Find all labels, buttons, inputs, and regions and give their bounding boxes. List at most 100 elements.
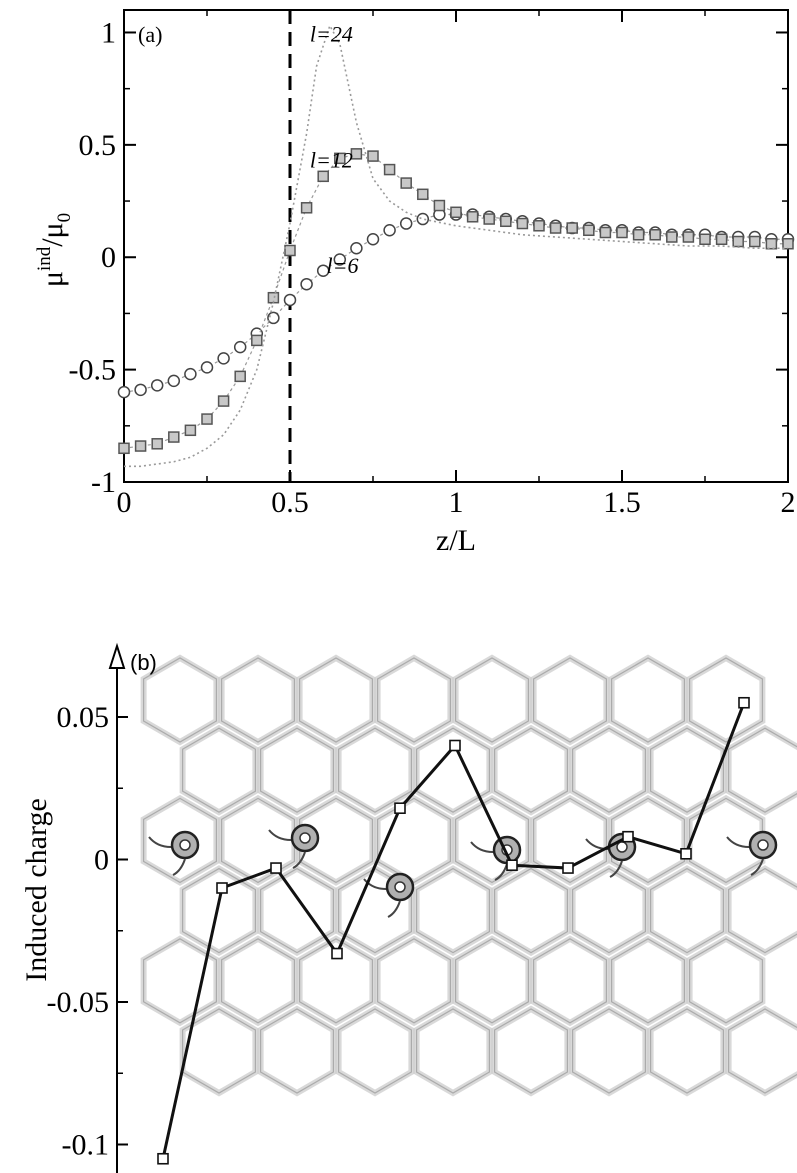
y-axis-b-arrow <box>108 642 126 669</box>
lattice-hexagon-edge <box>338 727 412 813</box>
point-a-0-7 <box>233 340 247 354</box>
lattice-hexagon <box>569 724 649 816</box>
point-a-1-36 <box>715 233 728 246</box>
y-tick-label-b-2: -0.05 <box>47 986 110 1019</box>
lattice-hexagon-edge <box>377 657 451 743</box>
lattice-hexagon-edge <box>610 938 686 1024</box>
point-a-1-29 <box>599 226 612 239</box>
point-b-0-4 <box>394 802 406 815</box>
lattice-hexagon <box>491 724 571 816</box>
annotation-a-0: l=24 <box>310 21 353 46</box>
point-a-1-32 <box>649 229 661 241</box>
point-a-1-13 <box>334 152 346 165</box>
y-axis-label-a: μind/μ0 <box>34 213 75 287</box>
lattice-hexagon <box>569 1005 649 1097</box>
molecule-hydrogen-1 <box>268 829 292 841</box>
lattice-hexagon-edge <box>416 1008 490 1094</box>
lattice-hexagon-edge <box>494 1008 569 1094</box>
lattice-hexagon-edge <box>532 938 608 1024</box>
x-tick-label-a-1: 0.5 <box>271 486 309 519</box>
point-b-0-3 <box>331 947 343 960</box>
point-a-1-15 <box>367 150 379 162</box>
point-a-0-18 <box>416 212 430 226</box>
point-a-0-12 <box>316 264 330 277</box>
molecule-hydrogen2-4 <box>609 860 623 878</box>
point-a-1-23 <box>500 215 512 228</box>
lattice-hexagon-edge <box>260 1008 334 1094</box>
y-tick-label-a-0: -1 <box>91 466 116 499</box>
molecule-core-4 <box>616 841 628 853</box>
point-b-0-7 <box>562 862 574 874</box>
point-a-1-17 <box>400 177 412 189</box>
lattice-hexagon <box>647 724 727 816</box>
series-line-a-1 <box>123 153 788 449</box>
point-a-0-6 <box>217 352 230 365</box>
axis-a-ticks: 0 0.5 1 1.5 2 -1 -0.5 0 0.5 1 <box>69 10 796 519</box>
lattice-hexagon-edge <box>221 797 295 884</box>
point-a-1-6 <box>217 395 230 407</box>
y-axis-label-b: Induced charge <box>20 798 53 982</box>
lattice-hexagon-edge <box>610 797 686 884</box>
point-a-0-1 <box>134 383 147 397</box>
point-a-1-34 <box>682 231 695 243</box>
point-a-1-3 <box>168 431 180 443</box>
lattice-hexagon-edge <box>416 867 490 954</box>
lattice-hexagon <box>491 865 571 957</box>
molecule-core-5 <box>757 839 769 851</box>
molecule-hydrogen-3 <box>470 841 494 853</box>
point-a-0-5 <box>200 361 214 374</box>
lattice-hexagon <box>257 1005 337 1097</box>
y-tick-label-b-3: -0.1 <box>62 1129 110 1162</box>
panel-b: (b) 0.05 0 -0.05 -0.1 Induced charge <box>20 642 797 1173</box>
lattice-hexagon-edge <box>455 938 530 1024</box>
point-a-1-39 <box>765 238 778 250</box>
lattice-hexagon-edge <box>455 797 530 884</box>
panel-b-label: (b) <box>130 650 157 675</box>
lattice-hexagon <box>686 935 766 1027</box>
point-a-1-40 <box>782 238 794 250</box>
point-a-1-22 <box>483 213 495 225</box>
point-a-0-3 <box>167 374 181 388</box>
annotations-a: l=24 l=12 l=6 <box>310 21 359 278</box>
point-a-0-14 <box>350 241 363 255</box>
point-a-1-24 <box>516 217 529 230</box>
molecule-hydrogen2-2 <box>387 900 401 918</box>
y-label-a-rest: /μ <box>36 222 69 246</box>
point-a-1-5 <box>201 413 213 425</box>
y-label-a-sup: ind <box>34 246 55 271</box>
lattice-hexagon-edge <box>299 657 373 743</box>
lattice-hexagon-edge <box>377 797 451 884</box>
lattice-hexagon-edge <box>727 867 797 954</box>
molecule-hydrogen2-1 <box>292 851 306 869</box>
point-a-1-33 <box>666 231 678 243</box>
point-a-1-30 <box>616 226 628 239</box>
lattice-hexagon-edge <box>727 727 797 813</box>
lattice-hexagon-edge <box>338 1008 412 1094</box>
lattice-hexagon <box>491 1005 571 1097</box>
x-axis-label-a: z/L <box>436 524 476 557</box>
lattice-hexagon <box>530 654 610 746</box>
lattice-hexagon <box>686 654 766 746</box>
y-tick-label-a-3: 0.5 <box>79 129 117 162</box>
point-a-1-14 <box>350 148 363 160</box>
lattice-hexagon-edge <box>494 867 569 954</box>
lattice-hexagon-edge <box>377 938 451 1024</box>
molecule-core-2 <box>394 881 406 893</box>
lattice-hexagon-edge <box>532 657 608 743</box>
point-a-0-2 <box>150 379 164 392</box>
lattice-hexagon <box>179 724 259 816</box>
point-a-0-9 <box>267 311 280 325</box>
point-b-0-5 <box>449 739 461 752</box>
y-tick-label-a-2: 0 <box>101 241 116 274</box>
lattice-hexagon <box>296 654 376 746</box>
lattice-hexagon-edge <box>182 1008 256 1094</box>
molecule-hydrogen-0 <box>148 836 172 848</box>
lattice-hexagon-edge <box>221 657 295 743</box>
axis-b-ticks: 0.05 0 -0.05 -0.1 <box>47 701 128 1162</box>
point-b-0-1 <box>216 882 228 894</box>
molecule-core-0 <box>179 839 191 851</box>
y-tick-label-a-1: -0.5 <box>69 354 117 387</box>
lattice-hexagon-edge <box>299 797 373 884</box>
y-tick-label-b-0: 0.05 <box>57 701 110 734</box>
lattice-hexagon-edge <box>688 657 764 743</box>
